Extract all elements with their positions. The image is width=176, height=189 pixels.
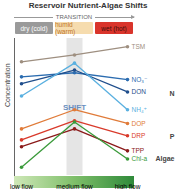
svg-text:DON: DON [132,88,147,95]
html-text:Reservoir Nutrient-Algae Shift: Reservoir Nutrient-Algae Shifts [28,1,148,10]
svg-text:NH₄⁺: NH₄⁺ [132,106,147,113]
svg-text:low flow: low flow [10,183,33,189]
svg-text:N: N [169,90,174,97]
svg-text:TSM: TSM [132,43,146,50]
svg-text:Chl-a: Chl-a [132,155,148,162]
html-text:dry (cold): dry (cold) [20,24,48,32]
svg-text:Algae: Algae [155,155,174,163]
svg-text:Concentration: Concentration [4,63,11,107]
html-text:TRANSITION: TRANSITION [55,14,93,20]
svg-text:TPP: TPP [132,147,145,154]
svg-text:DRP: DRP [132,132,146,139]
svg-text:SHIFT: SHIFT [63,103,86,112]
html-text:humid (warm): humid (warm) [55,21,76,35]
html-text:wet (hot): wet (hot) [101,24,127,32]
svg-text:P: P [170,133,175,140]
svg-text:DOP: DOP [132,120,146,127]
svg-text:high flow: high flow [115,183,141,189]
svg-text:medium flow: medium flow [56,183,93,189]
svg-text:NO₃⁻: NO₃⁻ [132,76,148,83]
